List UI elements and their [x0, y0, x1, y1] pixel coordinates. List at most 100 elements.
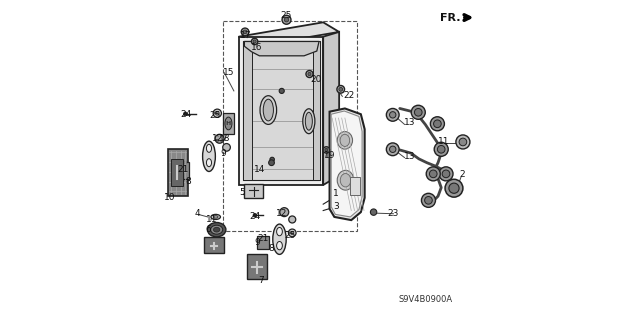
Text: 14: 14 [254, 165, 266, 174]
Circle shape [424, 197, 432, 204]
Text: 22: 22 [343, 91, 354, 100]
Ellipse shape [213, 216, 218, 218]
Ellipse shape [337, 132, 353, 149]
Text: 12: 12 [276, 209, 287, 218]
Text: FR.: FR. [440, 12, 460, 23]
Circle shape [390, 112, 396, 118]
Circle shape [280, 208, 289, 217]
Ellipse shape [203, 141, 216, 172]
Ellipse shape [340, 174, 351, 187]
Text: 18: 18 [218, 134, 230, 143]
Polygon shape [313, 41, 320, 180]
Circle shape [289, 229, 296, 237]
Text: 12: 12 [212, 134, 223, 143]
Text: S9V4B0900A: S9V4B0900A [398, 295, 452, 304]
Circle shape [308, 72, 311, 76]
FancyBboxPatch shape [247, 254, 267, 279]
Circle shape [270, 157, 275, 162]
Text: 13: 13 [404, 118, 415, 127]
Polygon shape [239, 37, 323, 185]
Circle shape [371, 209, 377, 215]
Circle shape [282, 15, 291, 24]
FancyBboxPatch shape [204, 237, 224, 253]
Circle shape [213, 109, 221, 117]
Text: 21: 21 [257, 234, 268, 243]
Text: 5: 5 [239, 189, 245, 197]
Circle shape [269, 160, 275, 166]
Text: 11: 11 [438, 137, 449, 146]
Circle shape [339, 87, 342, 91]
Circle shape [433, 120, 441, 128]
Circle shape [442, 170, 450, 178]
Polygon shape [323, 32, 339, 185]
Ellipse shape [214, 227, 220, 232]
FancyBboxPatch shape [257, 236, 269, 249]
Circle shape [390, 146, 396, 152]
FancyBboxPatch shape [168, 149, 188, 196]
Text: 1: 1 [333, 189, 339, 198]
Text: 25: 25 [281, 11, 292, 20]
Circle shape [387, 143, 399, 156]
Text: 17: 17 [240, 31, 252, 40]
Text: 11: 11 [206, 215, 218, 224]
Text: 4: 4 [195, 209, 200, 218]
Circle shape [337, 85, 344, 93]
Text: 6: 6 [205, 225, 211, 234]
Circle shape [449, 183, 459, 193]
Circle shape [243, 30, 247, 34]
Text: 13: 13 [404, 152, 415, 161]
Ellipse shape [263, 99, 273, 121]
Circle shape [430, 117, 444, 131]
Text: 2: 2 [460, 170, 465, 179]
Circle shape [253, 213, 257, 217]
Ellipse shape [340, 134, 349, 146]
Text: 3: 3 [333, 202, 339, 211]
Ellipse shape [337, 170, 354, 190]
Circle shape [215, 134, 224, 143]
Text: 25: 25 [284, 231, 296, 240]
Ellipse shape [273, 224, 286, 255]
FancyBboxPatch shape [350, 177, 360, 195]
Circle shape [434, 142, 448, 156]
Text: 7: 7 [258, 276, 264, 285]
Polygon shape [330, 108, 365, 220]
Ellipse shape [207, 223, 226, 237]
Text: H: H [226, 121, 231, 126]
Circle shape [426, 167, 440, 181]
Text: 23: 23 [388, 209, 399, 218]
Circle shape [216, 111, 219, 115]
Circle shape [387, 108, 399, 121]
Text: 9: 9 [220, 149, 226, 158]
Ellipse shape [305, 112, 312, 130]
Circle shape [456, 135, 470, 149]
Circle shape [459, 138, 467, 146]
Circle shape [412, 105, 425, 119]
Polygon shape [244, 41, 319, 56]
Text: 16: 16 [251, 43, 262, 52]
Ellipse shape [225, 117, 232, 130]
Polygon shape [239, 22, 339, 46]
FancyBboxPatch shape [244, 184, 262, 198]
Circle shape [437, 145, 445, 153]
Circle shape [252, 38, 258, 45]
Ellipse shape [276, 241, 282, 250]
Text: 25: 25 [209, 111, 220, 120]
Text: 21: 21 [177, 165, 189, 174]
Polygon shape [331, 111, 362, 217]
FancyBboxPatch shape [175, 162, 189, 179]
Ellipse shape [260, 96, 276, 124]
Ellipse shape [211, 214, 220, 219]
Circle shape [184, 112, 188, 116]
Circle shape [422, 193, 435, 207]
Ellipse shape [211, 225, 223, 234]
Text: 8: 8 [269, 244, 275, 253]
FancyBboxPatch shape [172, 159, 183, 186]
Circle shape [284, 18, 289, 22]
Circle shape [439, 167, 453, 181]
Polygon shape [243, 41, 320, 180]
Circle shape [306, 70, 313, 78]
Ellipse shape [276, 227, 282, 236]
Text: 19: 19 [324, 151, 335, 160]
Text: 9: 9 [254, 238, 260, 247]
Text: 10: 10 [164, 193, 175, 202]
